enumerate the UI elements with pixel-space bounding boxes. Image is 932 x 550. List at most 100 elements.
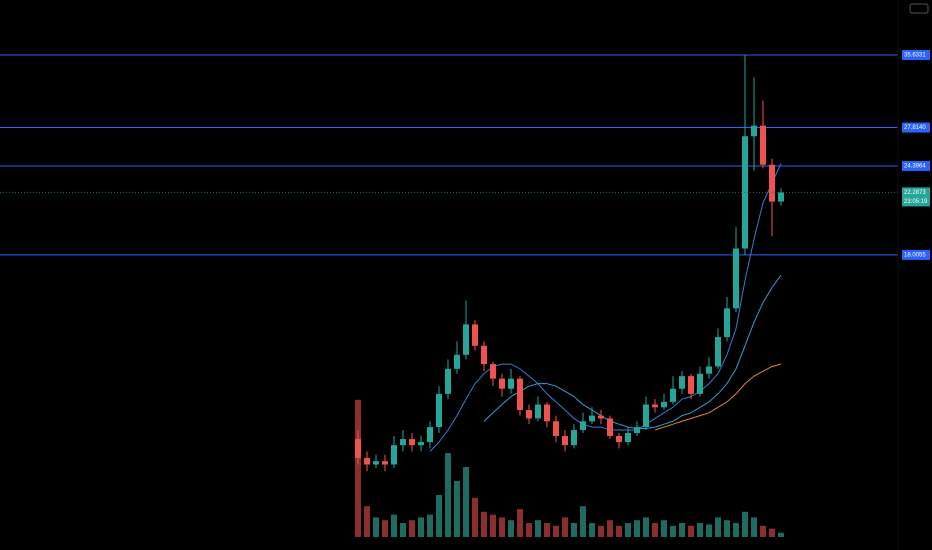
volume-bar xyxy=(535,520,541,537)
volume-bar xyxy=(616,525,622,537)
volume-bar xyxy=(751,517,757,537)
candle-body xyxy=(373,461,379,465)
volume-bar xyxy=(391,514,397,537)
candle-body xyxy=(364,457,370,465)
volume-bar xyxy=(733,523,739,537)
candle-body xyxy=(706,366,712,374)
last-price-box xyxy=(902,187,930,207)
volume-bar xyxy=(400,523,406,537)
volume-bar xyxy=(625,523,631,537)
level-label: 24.3964 xyxy=(904,164,926,170)
volume-bar xyxy=(769,528,775,537)
candle-body xyxy=(508,378,514,389)
volume-bar xyxy=(670,525,676,537)
volume-bar xyxy=(679,523,685,537)
volume-bar xyxy=(562,517,568,537)
candle-body xyxy=(391,445,397,465)
candle-body xyxy=(400,439,406,446)
volume-bar xyxy=(742,511,748,537)
candle-body xyxy=(769,164,775,202)
volume-bar xyxy=(481,511,487,537)
candle-body xyxy=(589,415,595,422)
volume-bar xyxy=(571,523,577,537)
candle-body xyxy=(571,430,577,446)
volume-bar xyxy=(724,520,730,537)
candle-body xyxy=(733,248,739,309)
volume-bar xyxy=(355,399,361,537)
candle-body xyxy=(661,401,667,408)
candle-body xyxy=(382,461,388,465)
candle-body xyxy=(760,125,766,165)
volume-bar xyxy=(418,517,424,537)
candle-body xyxy=(688,376,694,394)
volume-bar xyxy=(427,514,433,537)
candle-body xyxy=(355,439,361,458)
candle-body xyxy=(463,324,469,355)
candle-body xyxy=(409,439,415,446)
candle-body xyxy=(634,427,640,433)
volume-bar xyxy=(544,523,550,537)
candle-body xyxy=(715,337,721,367)
candle-body xyxy=(751,125,757,137)
candle-body xyxy=(562,435,568,446)
volume-bar xyxy=(526,523,532,537)
volume-bar xyxy=(598,525,604,537)
candle-body xyxy=(472,324,478,346)
toolbar-button[interactable] xyxy=(909,3,929,14)
volume-bar xyxy=(652,523,658,537)
candle-body xyxy=(580,421,586,431)
level-label-box xyxy=(902,160,930,171)
level-label: 35.6331 xyxy=(904,53,926,59)
candle-body xyxy=(544,404,550,422)
volume-bar xyxy=(463,467,469,537)
volume-bar xyxy=(382,520,388,537)
candle-body xyxy=(481,345,487,365)
last-price-label: 22.2873 xyxy=(904,190,926,196)
volume-bar xyxy=(553,525,559,537)
level-label-box xyxy=(902,122,930,133)
candle-body xyxy=(436,393,442,428)
volume-bar xyxy=(688,525,694,537)
volume-bar xyxy=(715,517,721,537)
volume-bar xyxy=(706,524,712,537)
candle-body xyxy=(535,404,541,419)
level-label-box xyxy=(902,50,930,61)
volume-bar xyxy=(643,517,649,537)
candle-body xyxy=(454,354,460,369)
candle-body xyxy=(670,388,676,402)
volume-bar xyxy=(364,506,370,537)
level-label: 18.0055 xyxy=(904,252,926,258)
candle-body xyxy=(490,364,496,379)
candle-body xyxy=(517,378,523,411)
level-label-box xyxy=(902,249,930,260)
volume-bar xyxy=(454,481,460,537)
volume-bar xyxy=(607,520,613,537)
candle-body xyxy=(679,376,685,389)
volume-bar xyxy=(472,497,478,537)
candle-body xyxy=(418,442,424,446)
candle-body xyxy=(499,378,505,389)
moving-average-line xyxy=(483,274,782,430)
countdown-label: 23:05:19 xyxy=(904,199,928,205)
volume-bar xyxy=(373,517,379,537)
candle-body xyxy=(526,410,532,419)
moving-average-line xyxy=(429,163,782,452)
candle-body xyxy=(616,435,622,443)
candle-body xyxy=(598,415,604,419)
candle-body xyxy=(724,308,730,338)
volume-bar xyxy=(409,520,415,537)
volume-bar xyxy=(508,520,514,537)
volume-bar xyxy=(517,509,523,537)
volume-bar xyxy=(697,523,703,537)
candle-body xyxy=(607,418,613,436)
volume-bar xyxy=(490,514,496,537)
level-label: 27.8140 xyxy=(904,125,926,131)
volume-bar xyxy=(580,506,586,537)
volume-bar xyxy=(661,520,667,537)
candle-body xyxy=(652,404,658,408)
candle-body xyxy=(697,373,703,394)
volume-bar xyxy=(778,532,784,537)
candle-body xyxy=(427,427,433,443)
